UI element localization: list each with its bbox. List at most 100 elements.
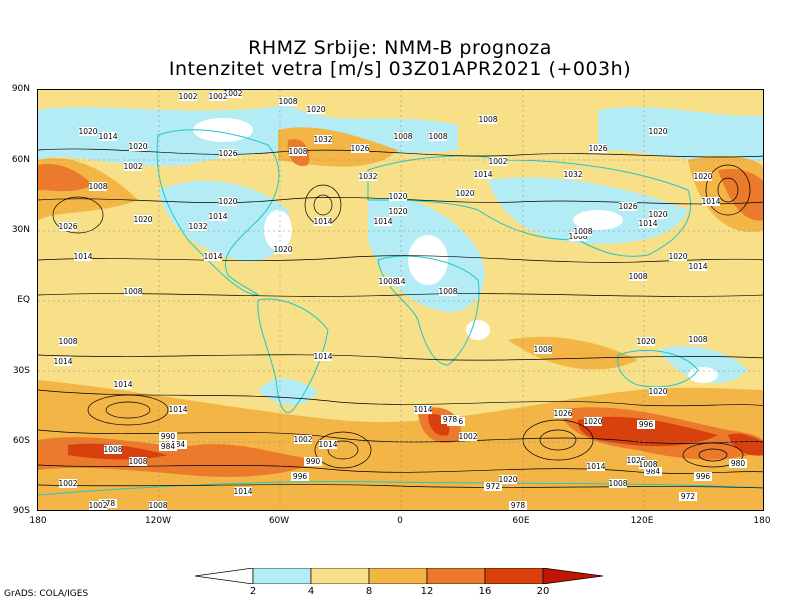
lat-tick-90n: 90N [11, 84, 30, 94]
isobar-label-bg [629, 272, 647, 281]
isobar-label: 1032 [188, 222, 207, 231]
isobar-label-bg [589, 144, 607, 153]
isobar-label-bg [189, 222, 207, 231]
colorbar-label-16: 16 [478, 586, 492, 597]
colorbar-label-20: 20 [536, 586, 550, 597]
isobar-label-bg [679, 492, 697, 501]
colorbar-over-arrow [542, 568, 604, 584]
isobar-label: 1002 [178, 92, 197, 101]
isobar-label: 1020 [648, 210, 667, 219]
wind-map: 1002 1002 1008 1020 1008 1032 1020 1014 1020 1008… [37, 89, 764, 511]
lat-tick-30n: 30N [11, 225, 30, 235]
isobar-label-bg [479, 115, 497, 124]
lat-tick-60n: 60N [11, 155, 30, 165]
calm-wind-areas [193, 118, 718, 383]
isobar-label: 1014 [586, 462, 605, 471]
isobar-label: 1020 [693, 172, 712, 181]
isobar-label: 1008 [128, 457, 147, 466]
isobar-label-bg [169, 405, 187, 414]
pressure-labels: 1002 1002 1008 1020 1008 1032 1020 1014 1020 1008… [53, 90, 747, 510]
isobar-label-bg [459, 432, 477, 441]
isobar-label: 1008 [378, 277, 397, 286]
isobar-label-bg [389, 207, 407, 216]
colorbar-bin-12-16 [426, 568, 486, 584]
isobar-label-bg [274, 245, 292, 254]
lon-tick-60w: 60W [268, 516, 290, 526]
isobar-label-bg [569, 232, 587, 241]
colorbar [195, 568, 604, 584]
lon-tick-180w: 180 [29, 516, 47, 526]
isobar-label: 1014 [313, 217, 332, 226]
isobar-label-bg [307, 105, 325, 114]
isobar-label-bg [694, 472, 712, 481]
isobar-label: 1014 [203, 252, 222, 261]
isobar-label-bg [441, 415, 459, 424]
isobar-label: 1014 [53, 357, 72, 366]
isobar-label: 1032 [563, 170, 582, 179]
isobar-label-bg [224, 90, 242, 98]
isobar-label: 1014 [373, 217, 392, 226]
isobar-label-bg [564, 170, 582, 179]
isobar-label-bg [319, 440, 337, 449]
isobar-label: 1020 [583, 417, 602, 426]
isobar-label: 1026 [218, 149, 237, 158]
isobar-label: 1014 [318, 440, 337, 449]
lon-tick-0: 0 [397, 516, 403, 526]
isobar-label-bg [129, 457, 147, 466]
isobar-label-bg [389, 192, 407, 201]
isobar-label: 984 [161, 442, 176, 451]
isobar-label: 996 [696, 472, 711, 481]
isobar-label-bg [314, 135, 332, 144]
colorbar-bin-4-8 [310, 568, 370, 584]
isobar-label: 1008 [428, 132, 447, 141]
isobar-label-bg [429, 132, 447, 141]
isobar-label: 990 [161, 432, 176, 441]
isobar-label-bg [484, 482, 502, 491]
isobar-label-bg [534, 345, 552, 354]
isobar-label-bg [99, 132, 117, 141]
isobar-label-bg [89, 501, 107, 510]
isobar-label: 1014 [208, 212, 227, 221]
isobar-label: 972 [681, 492, 696, 501]
isobar-label-bg [394, 132, 412, 141]
isobar-label-bg [59, 337, 77, 346]
isobar-label-bg [702, 197, 720, 206]
isobar-label: 1002 [58, 479, 77, 488]
wind-map-canvas: 1002 1002 1008 1020 1008 1032 1020 1014 1020 1008… [38, 90, 763, 510]
lon-tick-120e: 120E [630, 516, 654, 526]
isobar-label: 1008 [628, 272, 647, 281]
isobar-label: 978 [511, 501, 526, 510]
isobar-label-bg [104, 445, 122, 454]
isobar-label: 1026 [588, 144, 607, 153]
isobar-label-bg [74, 252, 92, 261]
isobar-label: 1002 [223, 90, 242, 98]
isobar-label: 1002 [488, 157, 507, 166]
lon-tick-180e: 180 [753, 516, 771, 526]
isobar-label: 1008 [568, 232, 587, 241]
isobar-label-bg [169, 440, 187, 449]
isobar-label: 1020 [78, 127, 97, 136]
isobar-label: 1014 [473, 170, 492, 179]
isobar-label-bg [124, 162, 142, 171]
isobar-label: 1026 [618, 202, 637, 211]
isobar-label-bg [149, 501, 167, 510]
colorbar-under-arrow [195, 568, 254, 584]
isobar-label: 1020 [128, 142, 147, 151]
isobar-label: 1020 [455, 189, 474, 198]
isobar-label-bg [59, 222, 77, 231]
isobar-label-bg [509, 501, 527, 510]
isobar-label-bg [234, 487, 252, 496]
isobar-label-bg [159, 432, 177, 441]
isobar-label-bg [304, 457, 322, 466]
isobar-label-bg [639, 460, 657, 469]
isobar-label-bg [489, 157, 507, 166]
lat-tick-60s: 60S [12, 436, 30, 446]
isobar-label-bg [587, 462, 605, 471]
isobar-label-bg [694, 172, 712, 181]
isobar-label-bg [289, 147, 307, 156]
isobar-label-bg [314, 217, 332, 226]
isobar-label-bg [219, 149, 237, 158]
isobar-label-bg [637, 337, 655, 346]
isobar-label-bg [209, 212, 227, 221]
isobar-label-bg [314, 352, 332, 361]
